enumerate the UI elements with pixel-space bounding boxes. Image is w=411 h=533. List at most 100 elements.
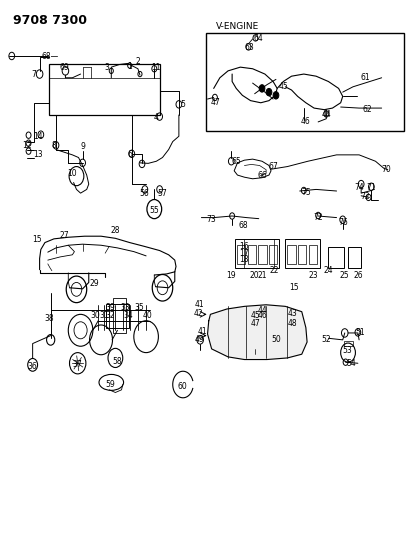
Text: 75: 75 <box>301 188 311 197</box>
Text: 36: 36 <box>28 362 37 371</box>
Polygon shape <box>208 305 307 360</box>
Text: 46: 46 <box>257 311 267 320</box>
Text: 47: 47 <box>251 319 260 328</box>
Text: 14: 14 <box>33 132 42 141</box>
Text: 46: 46 <box>301 117 311 126</box>
Text: 57: 57 <box>157 189 167 198</box>
Text: 45: 45 <box>278 82 288 91</box>
Text: 10: 10 <box>67 169 77 178</box>
Bar <box>113 298 126 333</box>
Text: 70: 70 <box>381 165 390 174</box>
Text: 49: 49 <box>194 335 204 344</box>
Text: 15: 15 <box>289 283 298 292</box>
Bar <box>298 245 306 264</box>
Text: 5: 5 <box>180 100 185 109</box>
Text: 38: 38 <box>44 314 54 323</box>
Bar <box>237 245 245 264</box>
Text: 60: 60 <box>177 382 187 391</box>
Text: 62: 62 <box>363 104 372 114</box>
Text: 37: 37 <box>73 360 83 369</box>
Text: 71: 71 <box>367 183 376 192</box>
Text: 68—: 68— <box>41 52 58 61</box>
Text: 74: 74 <box>354 183 364 192</box>
Text: 27: 27 <box>59 231 69 240</box>
Text: 28: 28 <box>111 226 120 235</box>
Text: 35: 35 <box>134 303 144 312</box>
Text: 30: 30 <box>91 311 101 320</box>
Text: 53: 53 <box>342 346 352 355</box>
Bar <box>235 239 279 268</box>
Text: 12: 12 <box>23 141 32 150</box>
Text: 3: 3 <box>105 63 110 71</box>
Text: 8: 8 <box>51 141 56 150</box>
Circle shape <box>273 92 279 99</box>
Text: 69: 69 <box>59 63 69 71</box>
Text: 65: 65 <box>231 157 241 166</box>
Text: 31: 31 <box>99 311 109 320</box>
Text: 44: 44 <box>321 110 331 119</box>
Text: 26: 26 <box>353 271 363 280</box>
Text: 29: 29 <box>89 279 99 288</box>
Text: 25: 25 <box>339 271 349 280</box>
Text: 13: 13 <box>33 150 42 159</box>
Text: 2: 2 <box>136 58 140 66</box>
Text: 9708 7300: 9708 7300 <box>13 14 87 27</box>
Text: 61: 61 <box>360 73 370 82</box>
Circle shape <box>266 88 272 96</box>
Text: 24: 24 <box>323 266 333 274</box>
Text: 47: 47 <box>211 98 221 107</box>
Bar <box>348 247 361 268</box>
Text: 44: 44 <box>257 305 267 314</box>
Text: 18: 18 <box>239 255 248 264</box>
Text: 54: 54 <box>346 359 356 368</box>
Text: 55: 55 <box>150 206 159 215</box>
Text: 43: 43 <box>287 309 297 318</box>
Text: 67: 67 <box>268 162 278 171</box>
Bar <box>344 341 353 346</box>
Text: 64: 64 <box>254 35 263 44</box>
Circle shape <box>259 85 265 92</box>
Text: 48: 48 <box>288 319 297 328</box>
Text: 33: 33 <box>121 303 131 312</box>
Text: 9: 9 <box>80 142 85 151</box>
Text: 16: 16 <box>239 242 248 251</box>
Text: 7: 7 <box>31 70 36 78</box>
Text: 11: 11 <box>152 63 161 71</box>
Text: 1: 1 <box>127 62 132 70</box>
Text: 19: 19 <box>226 271 236 280</box>
Text: 41: 41 <box>194 300 204 309</box>
Text: 34: 34 <box>124 311 133 320</box>
Text: 72: 72 <box>360 192 370 201</box>
Bar <box>259 245 266 264</box>
Text: 17: 17 <box>239 249 248 258</box>
Text: 21: 21 <box>257 271 267 280</box>
Text: 39: 39 <box>106 303 115 312</box>
Text: 59: 59 <box>106 380 115 389</box>
Text: 45: 45 <box>251 311 260 320</box>
Bar <box>206 33 404 131</box>
Bar <box>248 245 256 264</box>
Text: 68: 68 <box>239 221 248 230</box>
Text: 50: 50 <box>271 335 281 344</box>
Bar <box>285 239 320 268</box>
Bar <box>106 304 129 328</box>
Text: 63: 63 <box>245 43 254 52</box>
Text: 76: 76 <box>338 218 348 227</box>
Bar <box>49 64 159 115</box>
Text: 15: 15 <box>32 236 42 245</box>
Text: 72: 72 <box>313 213 323 222</box>
Bar <box>269 245 277 264</box>
Text: 20: 20 <box>249 271 259 280</box>
Text: 41: 41 <box>198 327 208 336</box>
Bar <box>309 245 317 264</box>
Text: 4: 4 <box>154 113 159 122</box>
Text: 6: 6 <box>127 150 132 159</box>
Text: 51: 51 <box>356 328 365 337</box>
Text: 66: 66 <box>257 171 267 180</box>
Bar <box>287 245 296 264</box>
Text: 58: 58 <box>113 357 122 366</box>
Text: 22: 22 <box>270 266 279 274</box>
Bar <box>328 247 344 268</box>
Text: 42: 42 <box>193 309 203 318</box>
Text: 73: 73 <box>207 215 217 224</box>
